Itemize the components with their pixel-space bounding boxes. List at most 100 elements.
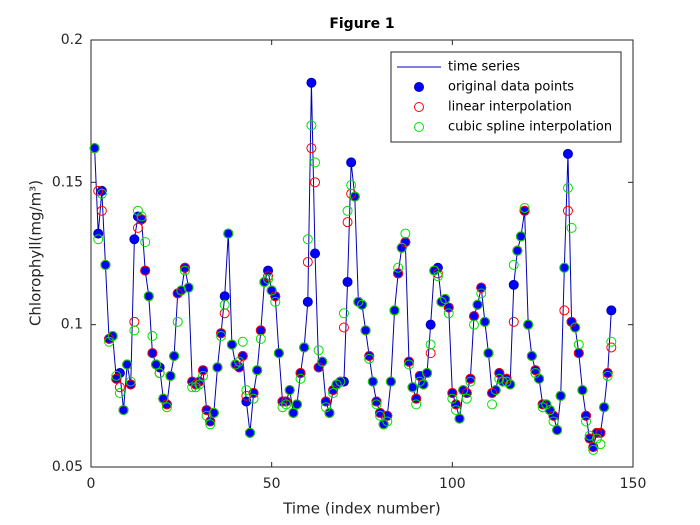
interp-point — [281, 399, 292, 410]
interp-point — [599, 402, 610, 413]
y-tick-label: 0.2 — [61, 32, 83, 48]
interp-point — [606, 342, 617, 353]
legend-marker — [414, 82, 424, 92]
interp-point — [132, 222, 143, 233]
interp-point — [581, 410, 592, 421]
interp-point — [284, 385, 295, 396]
x-tick-label: 0 — [87, 476, 96, 492]
interp-point — [324, 407, 335, 418]
x-tick-label: 50 — [263, 476, 281, 492]
interp-point — [422, 368, 433, 379]
interp-point — [172, 316, 183, 327]
interp-point — [310, 177, 321, 188]
interp-point — [450, 399, 461, 410]
data-point — [342, 276, 353, 287]
interp-point — [183, 282, 194, 293]
interp-point — [122, 359, 133, 370]
interp-point — [447, 393, 458, 404]
interp-point — [508, 259, 519, 270]
interp-point — [237, 350, 248, 361]
interp-point — [494, 368, 505, 379]
interp-point — [248, 387, 259, 398]
interp-point — [295, 368, 306, 379]
interp-point — [154, 368, 165, 379]
x-tick-label: 100 — [439, 476, 466, 492]
interp-point — [425, 339, 436, 350]
interp-point — [461, 393, 472, 404]
interp-point — [273, 348, 284, 359]
interp-point — [465, 376, 476, 387]
interp-point — [584, 430, 595, 441]
interp-point — [187, 382, 198, 393]
interp-point — [198, 365, 209, 376]
interp-point — [194, 376, 205, 387]
interp-point — [490, 385, 501, 396]
interp-point — [277, 396, 288, 407]
interp-point — [382, 416, 393, 427]
interp-point — [100, 259, 111, 270]
interp-point — [534, 373, 545, 384]
interp-point — [501, 373, 512, 384]
interp-point — [519, 202, 530, 213]
interp-point — [313, 345, 324, 356]
interp-point — [96, 205, 107, 216]
interp-point — [223, 228, 234, 239]
interp-point — [169, 350, 180, 361]
y-tick-label: 0.15 — [52, 174, 83, 190]
interp-point — [313, 362, 324, 373]
interp-point — [371, 396, 382, 407]
interp-point — [125, 376, 136, 387]
interp-point — [244, 427, 255, 438]
y-axis-label: Chlorophyll(mg/m³) — [27, 180, 45, 326]
y-tick-label: 0.05 — [52, 459, 83, 475]
interp-point — [104, 333, 115, 344]
interp-point — [201, 405, 212, 416]
interp-point — [93, 185, 104, 196]
interp-point — [190, 382, 201, 393]
interp-point — [595, 439, 606, 450]
interp-point — [132, 205, 143, 216]
interp-point — [259, 276, 270, 287]
interp-point — [407, 382, 418, 393]
interp-point — [476, 282, 487, 293]
interp-point — [201, 410, 212, 421]
interp-point — [320, 396, 331, 407]
interp-point — [114, 387, 125, 398]
interp-point — [263, 274, 274, 285]
interp-point — [519, 205, 530, 216]
interp-point — [440, 294, 451, 305]
interp-point — [414, 376, 425, 387]
interp-point — [357, 299, 367, 310]
interp-point — [562, 183, 573, 194]
interp-point — [140, 237, 151, 248]
interp-point — [187, 376, 198, 387]
interp-point — [219, 299, 230, 310]
interp-point — [93, 234, 104, 245]
interp-point — [353, 296, 364, 307]
interp-point — [396, 242, 407, 253]
interp-point — [512, 245, 523, 256]
interp-point — [411, 393, 422, 404]
interp-point — [129, 325, 140, 336]
interp-point — [562, 205, 573, 216]
interp-point — [158, 393, 169, 404]
interp-point — [179, 262, 190, 273]
interp-point — [367, 376, 378, 387]
interp-point — [595, 427, 606, 438]
interp-point — [581, 416, 592, 427]
interp-point — [111, 370, 122, 381]
interp-point — [255, 333, 266, 344]
interp-point — [295, 373, 306, 384]
interp-point — [198, 370, 209, 381]
interp-point — [418, 379, 429, 390]
interp-point — [573, 339, 584, 350]
legend-label: linear interpolation — [448, 100, 572, 115]
interp-point — [443, 308, 454, 319]
interp-point — [544, 405, 555, 416]
interp-point — [237, 336, 248, 347]
interp-point — [346, 180, 357, 191]
interp-point — [364, 353, 375, 364]
interp-point — [263, 271, 274, 282]
interp-point — [328, 387, 339, 398]
